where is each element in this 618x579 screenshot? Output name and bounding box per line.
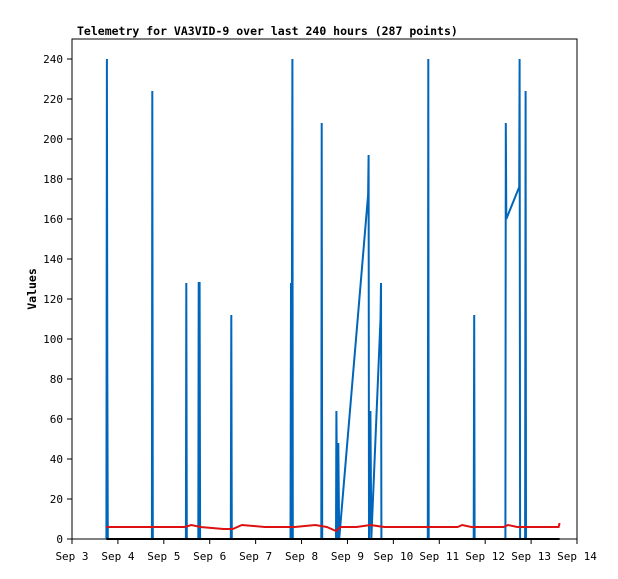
y-tick-label: 220 (43, 93, 63, 106)
series-line-2 (106, 522, 561, 533)
y-tick-label: 40 (50, 453, 63, 466)
x-tick-label: Sep 8 (285, 550, 318, 563)
y-axis: 0 20 40 60 80 100 120 140 160 180 200 220 240 (43, 53, 72, 546)
y-tick-label: 0 (56, 533, 63, 546)
x-tick-label: Sep 4 (101, 550, 134, 563)
y-tick-label: 160 (43, 213, 63, 226)
y-tick-label: 100 (43, 333, 63, 346)
x-tick-label: Sep 13 (511, 550, 551, 563)
x-tick-label: Sep 6 (193, 550, 226, 563)
y-tick-label: 140 (43, 253, 63, 266)
y-tick-label: 180 (43, 173, 63, 186)
x-tick-label: Sep 5 (147, 550, 180, 563)
y-tick-label: 20 (50, 493, 63, 506)
chart-title: Telemetry for VA3VID-9 over last 240 hou… (77, 24, 458, 38)
y-tick-label: 200 (43, 133, 63, 146)
y-tick-label: 240 (43, 53, 63, 66)
plot-frame (71, 38, 578, 540)
y-tick-label: 80 (50, 373, 63, 386)
x-tick-label: Sep 12 (465, 550, 505, 563)
x-tick-label: Sep 9 (331, 550, 364, 563)
y-tick-label: 60 (50, 413, 63, 426)
y-tick-label: 120 (43, 293, 63, 306)
x-tick-label: Sep 14 (557, 550, 597, 563)
y-axis-label: Values (25, 268, 39, 310)
x-axis: Sep 3 Sep 4 Sep 5 Sep 6 Sep 7 Sep 8 Sep 9 Sep 1… (55, 539, 597, 563)
x-tick-label: Sep 7 (239, 550, 272, 563)
x-tick-label: Sep 3 (55, 550, 88, 563)
x-tick-label: Sep 10 (373, 550, 413, 563)
x-tick-label: Sep 11 (419, 550, 459, 563)
